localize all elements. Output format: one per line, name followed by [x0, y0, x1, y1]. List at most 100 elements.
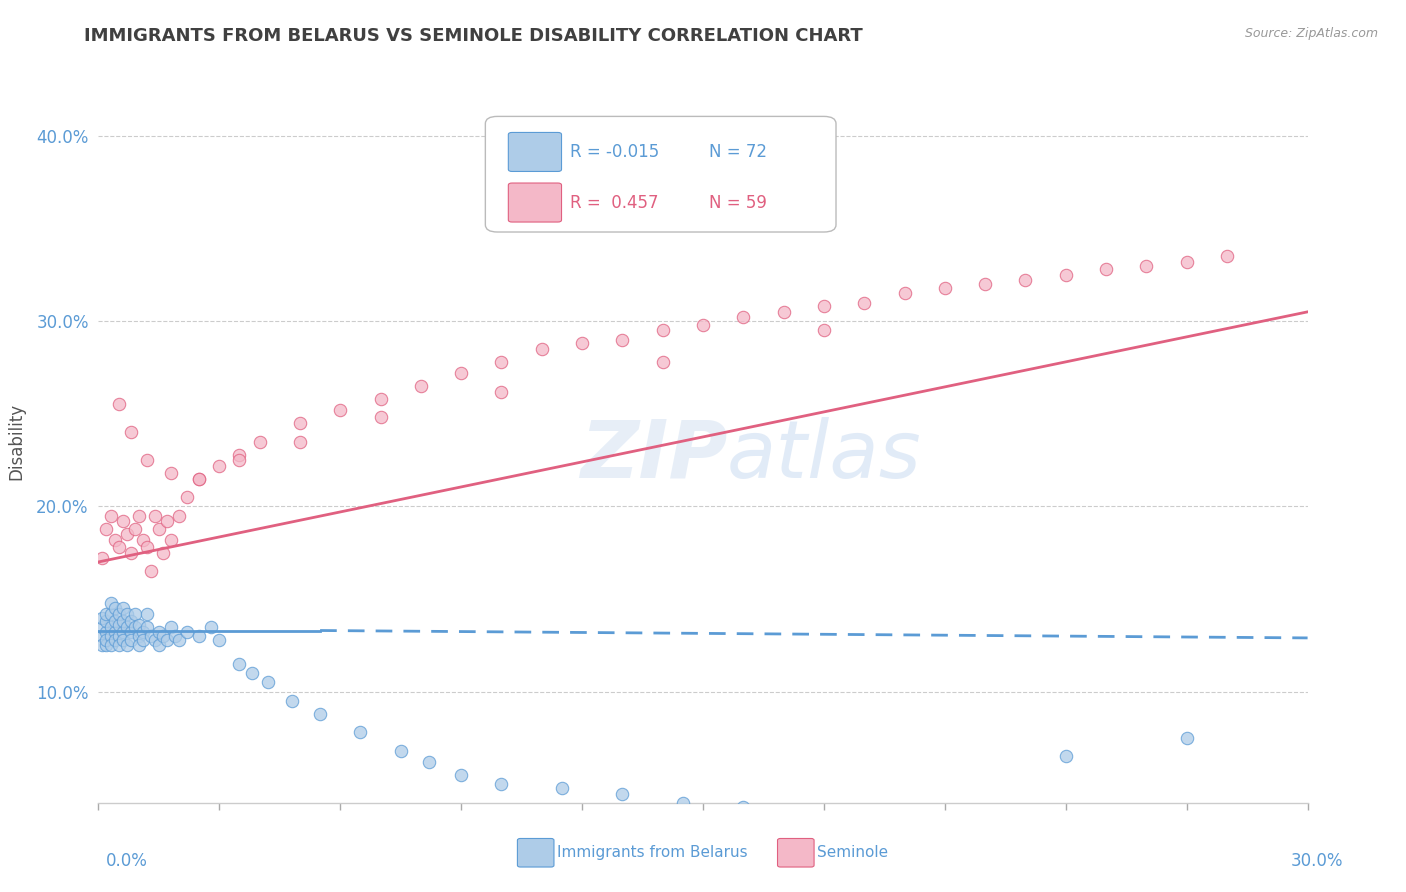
Point [530, 342, 553, 356]
Point [143, 632, 166, 647]
Point [163, 629, 186, 643]
Point [103, 601, 125, 615]
Point [96, 638, 118, 652]
Point [103, 625, 125, 640]
Point [389, 744, 412, 758]
Point [200, 620, 222, 634]
Point [491, 355, 513, 369]
Point [107, 629, 129, 643]
Text: Seminole: Seminole [817, 846, 889, 860]
Point [188, 472, 211, 486]
Point [329, 403, 352, 417]
Text: ZIP: ZIP [579, 417, 727, 495]
Text: N = 72: N = 72 [709, 143, 768, 161]
Point [152, 629, 174, 643]
Point [96, 632, 118, 647]
Point [256, 675, 278, 690]
Point [135, 540, 157, 554]
Point [934, 814, 956, 829]
Point [733, 799, 755, 814]
Point [96, 625, 118, 640]
Point [1054, 268, 1077, 282]
Point [91, 551, 114, 566]
Point [96, 614, 118, 628]
Point [107, 397, 129, 411]
Point [120, 546, 142, 560]
Point [167, 632, 190, 647]
Text: Source: ZipAtlas.com: Source: ZipAtlas.com [1244, 27, 1378, 40]
Point [370, 410, 392, 425]
Point [120, 632, 142, 647]
Point [934, 281, 956, 295]
Point [309, 706, 332, 721]
Point [853, 295, 876, 310]
Point [107, 540, 129, 554]
Y-axis label: Disability: Disability [7, 403, 25, 480]
Point [1054, 749, 1077, 764]
Point [100, 620, 122, 634]
Point [111, 514, 134, 528]
Point [128, 629, 150, 643]
Point [139, 564, 162, 578]
Point [91, 638, 114, 652]
Text: Immigrants from Belarus: Immigrants from Belarus [557, 846, 748, 860]
Point [103, 614, 125, 628]
Point [288, 434, 311, 449]
Point [370, 392, 392, 406]
Point [450, 768, 472, 782]
FancyBboxPatch shape [485, 116, 837, 232]
Point [96, 522, 118, 536]
Point [107, 607, 129, 621]
Point [120, 425, 142, 440]
Point [115, 638, 138, 652]
Point [813, 299, 835, 313]
Point [228, 453, 250, 467]
Point [132, 533, 155, 547]
Text: IMMIGRANTS FROM BELARUS VS SEMINOLE DISABILITY CORRELATION CHART: IMMIGRANTS FROM BELARUS VS SEMINOLE DISA… [84, 27, 863, 45]
Point [491, 384, 513, 399]
Point [91, 620, 114, 634]
Point [100, 629, 122, 643]
Point [813, 323, 835, 337]
Point [115, 527, 138, 541]
Point [772, 305, 794, 319]
Point [167, 508, 190, 523]
Text: R = -0.015: R = -0.015 [569, 143, 659, 161]
Point [111, 632, 134, 647]
Point [111, 625, 134, 640]
Point [188, 472, 211, 486]
Point [139, 629, 162, 643]
Point [120, 614, 142, 628]
Point [148, 625, 170, 640]
Point [115, 620, 138, 634]
Point [156, 632, 179, 647]
Point [1095, 262, 1118, 277]
Point [120, 625, 142, 640]
Text: N = 59: N = 59 [709, 194, 766, 211]
Point [571, 336, 593, 351]
Point [152, 546, 174, 560]
Point [176, 625, 198, 640]
Point [148, 638, 170, 652]
Point [651, 355, 673, 369]
Point [103, 533, 125, 547]
Point [135, 607, 157, 621]
Point [91, 610, 114, 624]
Point [160, 533, 183, 547]
Point [832, 805, 855, 819]
Point [551, 780, 574, 795]
Point [974, 277, 997, 291]
Point [1135, 259, 1157, 273]
Point [115, 607, 138, 621]
Text: 0.0%: 0.0% [105, 852, 148, 870]
Point [128, 508, 150, 523]
Point [240, 666, 263, 681]
Point [100, 638, 122, 652]
Point [1014, 273, 1036, 287]
Point [1216, 249, 1239, 263]
Text: R =  0.457: R = 0.457 [569, 194, 658, 211]
Point [491, 777, 513, 791]
FancyBboxPatch shape [509, 132, 561, 171]
Point [418, 755, 440, 769]
Point [228, 448, 250, 462]
